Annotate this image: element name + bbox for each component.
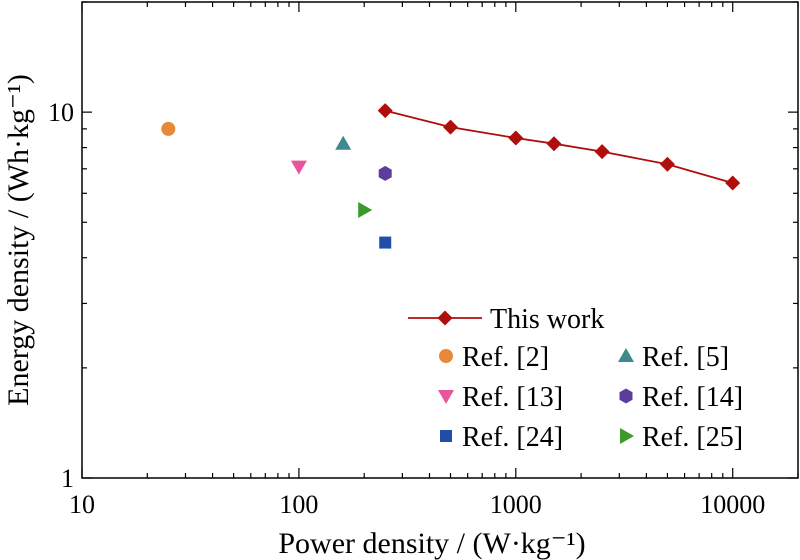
legend-label: This work (490, 304, 604, 335)
data-point (659, 156, 675, 172)
series-ref-5 (335, 135, 352, 150)
data-point (443, 119, 458, 135)
series-ref-2 (161, 121, 176, 136)
y-axis-label: Energy density / (Wh·kg⁻¹) (2, 74, 35, 406)
series-ref-24 (379, 236, 392, 249)
series-line (384, 109, 733, 184)
x-axis-label: Power density / (W·kg⁻¹) (278, 527, 585, 560)
plot-frame (81, 1, 799, 479)
x-tick-label: 100 (279, 490, 318, 519)
legend-marker (619, 388, 633, 404)
x-tick-label: 10 (69, 490, 95, 519)
legend-label: Ref. [14] (642, 382, 743, 413)
data-point (378, 165, 392, 181)
data-point (377, 103, 393, 119)
data-point (508, 130, 524, 146)
legend: This work Ref. [2] Ref. [5] Ref. [13] Ref. [… (408, 304, 743, 453)
data-point (358, 202, 373, 218)
y-tick-label: 10 (48, 98, 74, 127)
series-ref-14 (378, 165, 392, 181)
legend-label: Ref. [25] (642, 422, 743, 453)
data-point (290, 160, 307, 175)
data-point (161, 121, 176, 136)
legend-label: Ref. [5] (642, 342, 729, 373)
axis-ticks (81, 1, 799, 479)
series-ref-13 (290, 160, 307, 175)
x-tick-label: 10000 (700, 490, 765, 519)
legend-marker (437, 310, 453, 326)
legend-label: Ref. [13] (462, 382, 563, 413)
series-this-work (377, 103, 741, 191)
legend-label: Ref. [2] (462, 342, 549, 373)
series-ref-25 (358, 202, 373, 218)
data-point (725, 175, 741, 191)
legend-marker (618, 348, 634, 362)
x-tick-label: 1000 (490, 490, 542, 519)
legend-marker (620, 428, 634, 444)
data-point (379, 236, 392, 249)
y-tick-label: 1 (61, 464, 74, 493)
legend-marker (438, 390, 454, 404)
data-point (546, 136, 562, 152)
legend-marker (440, 430, 452, 442)
legend-marker (439, 349, 453, 363)
data-point (594, 144, 610, 160)
legend-label: Ref. [24] (462, 422, 563, 453)
series-layer (161, 103, 741, 249)
data-point (335, 135, 352, 150)
